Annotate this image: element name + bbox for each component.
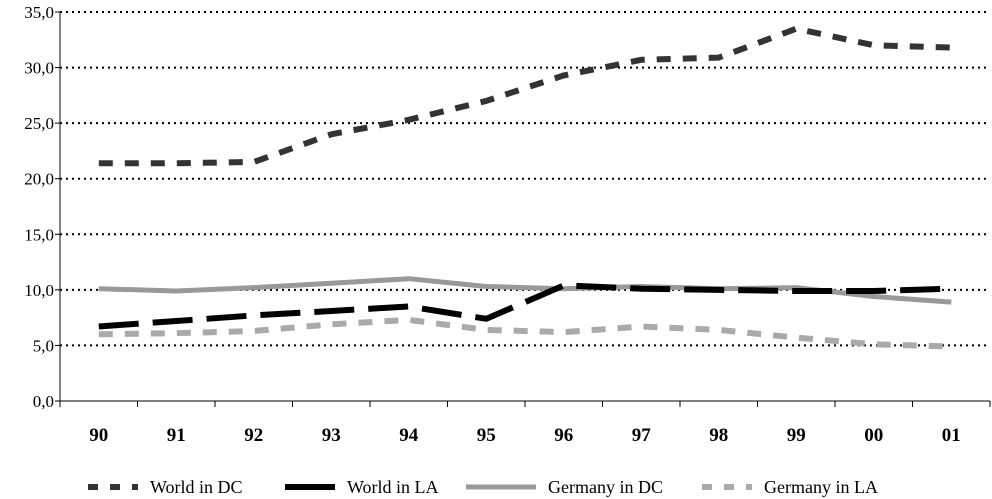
series-line-1 xyxy=(98,282,952,330)
x-tick-label: 98 xyxy=(709,425,728,446)
x-tick-label: 97 xyxy=(632,425,652,446)
x-tick-label: 99 xyxy=(787,425,806,446)
legend-label: Germany in DC xyxy=(548,477,663,497)
legend-label: World in LA xyxy=(347,477,439,497)
y-tick-label: 30,0 xyxy=(24,59,54,78)
legend-label: World in DC xyxy=(150,477,243,497)
x-tick-label: 93 xyxy=(322,425,341,446)
axes xyxy=(55,11,991,407)
y-tick-labels: 0,0 5,0 10,0 15,0 20,0 25,0 30,0 35,0 xyxy=(24,3,54,411)
x-tick-label: 01 xyxy=(942,425,961,446)
legend-label: Germany in LA xyxy=(764,477,878,497)
y-tick-label: 25,0 xyxy=(24,114,54,133)
x-tick-label: 92 xyxy=(244,425,263,446)
legend: World in DC World in LA Germany in DC Germa… xyxy=(88,477,878,497)
y-tick-label: 35,0 xyxy=(24,3,54,22)
x-tick-label: 96 xyxy=(554,425,573,446)
x-tick-label: 95 xyxy=(477,425,496,446)
x-tick-label: 00 xyxy=(864,425,883,446)
series-line-3 xyxy=(98,316,952,350)
y-tick-label: 5,0 xyxy=(33,336,54,355)
y-tick-label: 0,0 xyxy=(33,392,54,411)
y-tick-label: 15,0 xyxy=(24,225,54,244)
y-tick-label: 10,0 xyxy=(24,281,54,300)
series-line-0 xyxy=(98,25,952,167)
y-tick-label: 20,0 xyxy=(24,170,54,189)
x-tick-label: 90 xyxy=(89,425,108,446)
x-tick-label: 94 xyxy=(399,425,419,446)
x-tick-labels: 90 91 92 93 94 95 96 97 98 99 00 01 xyxy=(89,425,961,446)
series-lines xyxy=(98,25,952,350)
x-tick-label: 91 xyxy=(167,425,186,446)
